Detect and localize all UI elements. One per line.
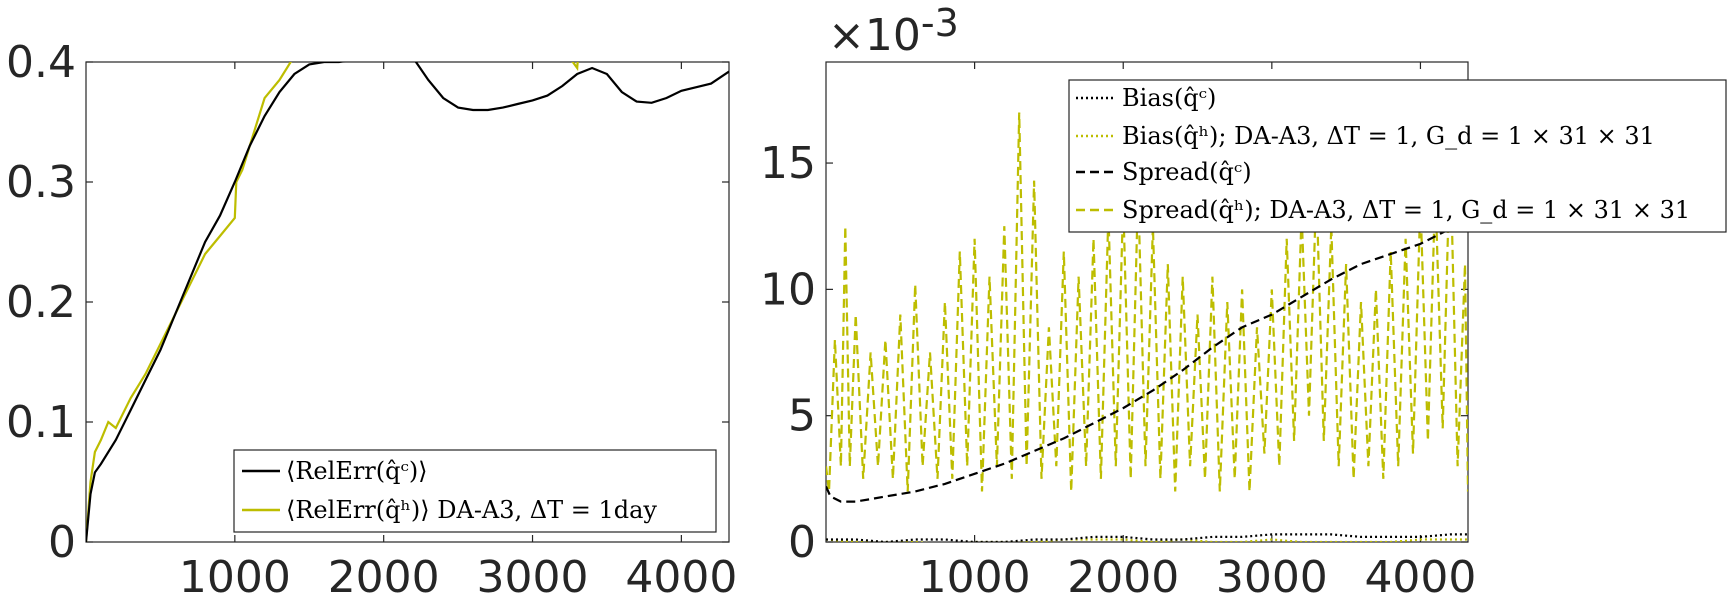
x-tick-label: 2000 (328, 552, 440, 600)
legend-label-bias-c: Bias(q̂ᶜ) (1122, 84, 1216, 112)
x-tick-label: 3000 (477, 552, 589, 600)
y-tick-label: 0 (788, 517, 816, 568)
y-tick-label: 0.1 (6, 397, 76, 448)
exponent-label: ×10-3 (828, 1, 959, 61)
x-tick-label: 2000 (1067, 552, 1179, 600)
y-tick-label: 10 (760, 264, 816, 315)
x-tick-label: 1000 (919, 552, 1031, 600)
left-x-ticks: 1000 2000 3000 4000 (179, 62, 737, 600)
legend-label-spread-h: Spread(q̂ʰ); DA-A3, ΔT = 1, G_d = 1 × 31… (1122, 196, 1690, 224)
series-line-spread-q (826, 217, 1468, 503)
y-tick-label: 5 (788, 391, 816, 442)
right-x-ticks: 1000 2000 3000 4000 (919, 62, 1476, 600)
y-tick-label: 0.3 (6, 157, 76, 208)
y-tick-label: 0.4 (6, 37, 76, 88)
x-tick-label: 4000 (625, 552, 737, 600)
y-tick-label: 15 (760, 138, 816, 189)
left-legend: ⟨RelErr(q̂ᶜ)⟩ ⟨RelErr(q̂ʰ)⟩ DA-A3, ΔT = … (233, 449, 717, 533)
series-line-spread-q-da-a3-t-1-g-d-1-31-31 (826, 112, 1468, 492)
legend-label-spread-c: Spread(q̂ᶜ) (1122, 158, 1252, 186)
left-legend-box (233, 449, 717, 533)
right-series (826, 112, 1468, 542)
left-y-ticks: 0 0.1 0.2 0.3 0.4 (6, 37, 729, 568)
right-legend-box (1068, 79, 1727, 233)
x-tick-label: 4000 (1364, 552, 1476, 600)
legend-label-relerr-c: ⟨RelErr(q̂ᶜ)⟩ (286, 457, 428, 485)
legend-label-bias-h: Bias(q̂ʰ); DA-A3, ΔT = 1, G_d = 1 × 31 ×… (1122, 122, 1655, 150)
right-legend: Bias(q̂ᶜ) Bias(q̂ʰ); DA-A3, ΔT = 1, G_d … (1068, 79, 1727, 233)
y-tick-label: 0.2 (6, 277, 76, 328)
series-line-bias-q (826, 533, 1468, 542)
x-tick-label: 3000 (1216, 552, 1328, 600)
y-tick-label: 0 (48, 517, 76, 568)
legend-label-relerr-h: ⟨RelErr(q̂ʰ)⟩ DA-A3, ΔT = 1day (286, 496, 657, 524)
left-series (86, 62, 729, 542)
series-line-relerr-q (86, 62, 729, 542)
right-y-ticks: 0 5 10 15 (760, 138, 1468, 568)
x-tick-label: 1000 (179, 552, 291, 600)
